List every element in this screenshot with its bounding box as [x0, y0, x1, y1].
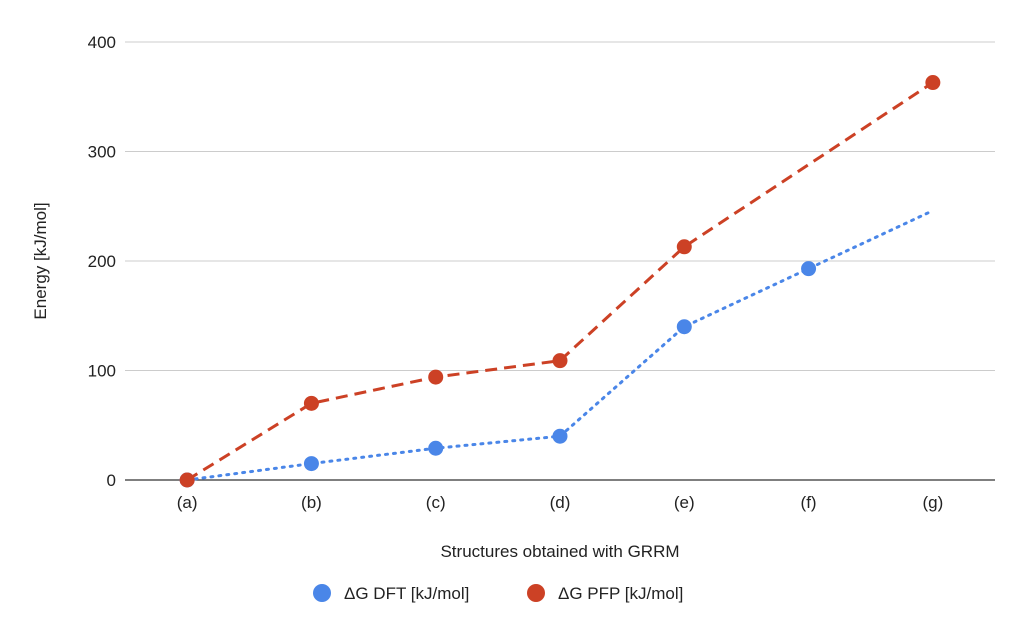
data-point [428, 369, 444, 385]
legend-item: ΔG DFT [kJ/mol] [313, 584, 469, 603]
x-tick-label: (g) [922, 493, 943, 512]
y-tick-label: 300 [88, 143, 116, 162]
data-point [676, 319, 692, 335]
legend-marker [527, 584, 545, 602]
data-point [552, 428, 568, 444]
series [179, 75, 941, 488]
y-tick-label: 100 [88, 362, 116, 381]
series-line [186, 81, 934, 482]
series-1 [179, 209, 935, 488]
data-point [303, 395, 319, 411]
x-tick-label: (b) [301, 493, 322, 512]
y-tick-label: 0 [107, 471, 116, 490]
x-axis-title: Structures obtained with GRRM [440, 542, 679, 561]
legend-label: ΔG PFP [kJ/mol] [558, 584, 683, 603]
y-axis-ticks: 0 100 200 300 400 [88, 33, 116, 490]
legend: ΔG DFT [kJ/mol] ΔG PFP [kJ/mol] [313, 584, 683, 603]
data-point [428, 440, 444, 456]
data-point [801, 261, 817, 277]
y-tick-label: 400 [88, 33, 116, 52]
x-tick-label: (e) [674, 493, 695, 512]
legend-item: ΔG PFP [kJ/mol] [527, 584, 683, 603]
data-point [925, 75, 941, 91]
gridlines [125, 41, 995, 371]
y-axis-title: Energy [kJ/mol] [31, 202, 50, 319]
x-tick-label: (c) [426, 493, 446, 512]
x-axis-ticks: (a) (b) (c) (d) (e) (f) (g) [177, 493, 943, 512]
x-tick-label: (d) [550, 493, 571, 512]
x-tick-label: (f) [801, 493, 817, 512]
series-2 [179, 75, 941, 488]
data-point [303, 456, 319, 472]
data-point [179, 472, 195, 488]
legend-label: ΔG DFT [kJ/mol] [344, 584, 469, 603]
x-tick-label: (a) [177, 493, 198, 512]
data-point [676, 239, 692, 255]
y-tick-label: 200 [88, 252, 116, 271]
data-point [552, 353, 568, 369]
legend-marker [313, 584, 331, 602]
